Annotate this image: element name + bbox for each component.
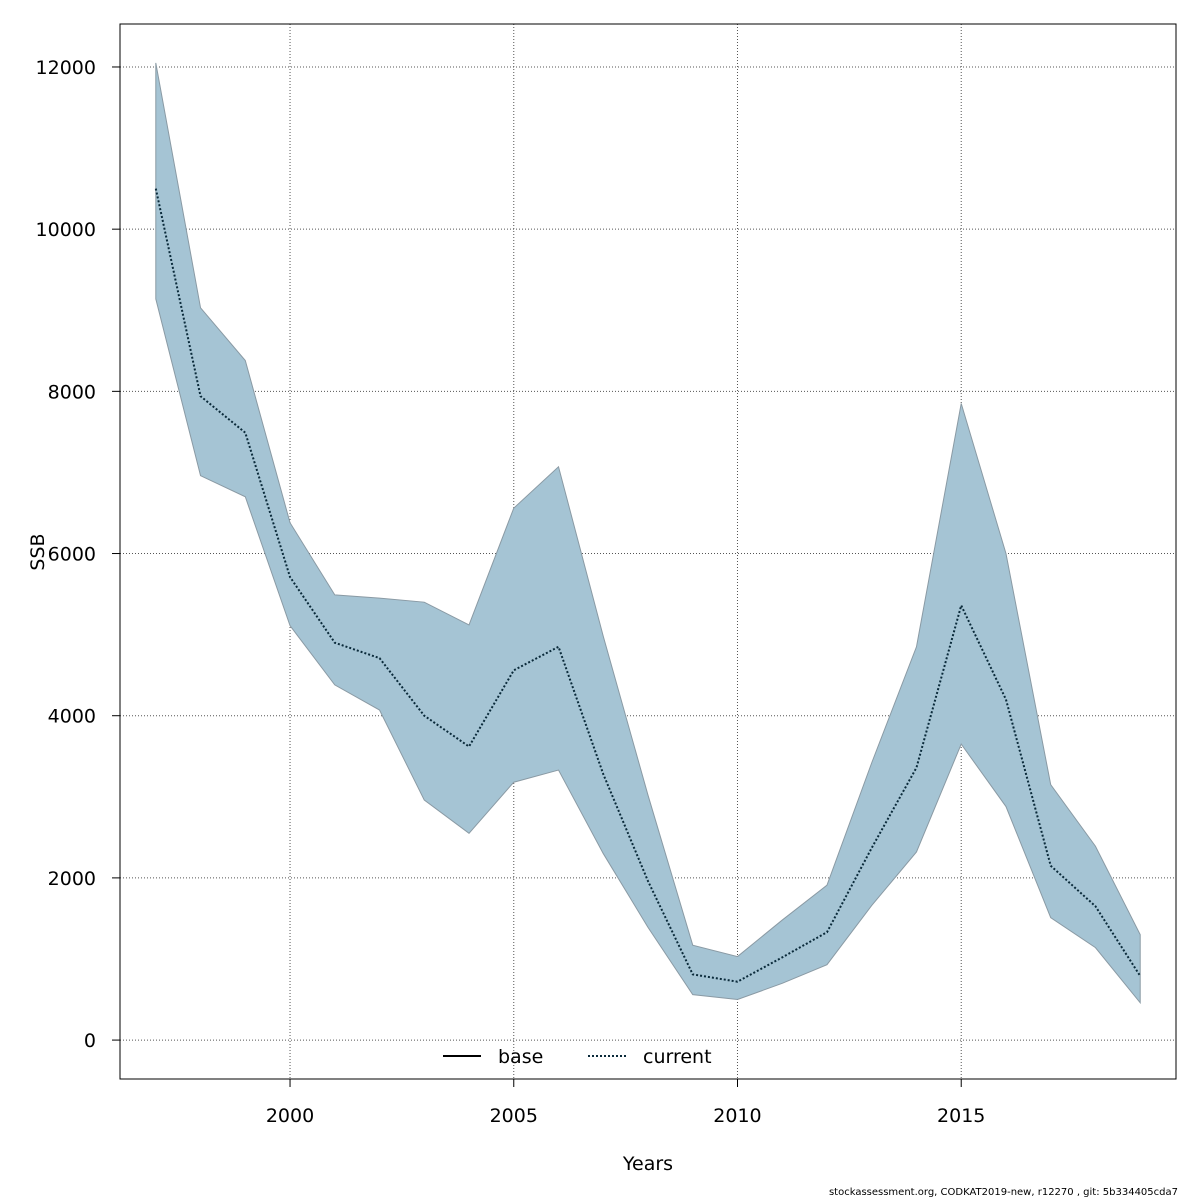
y-tick-label-4000: 4000 (48, 706, 96, 728)
x-axis: 2000 2005 2010 2015 (266, 1079, 985, 1127)
series-line-current (154, 188, 1142, 983)
x-axis-title: Years (622, 1153, 673, 1175)
y-axis-title: SSB (27, 533, 49, 570)
x-tick-label-2000: 2000 (266, 1105, 314, 1127)
y-tick-label-8000: 8000 (48, 381, 96, 403)
y-tick-label-2000: 2000 (48, 868, 96, 890)
x-tick-label-2015: 2015 (937, 1105, 985, 1127)
y-axis: 0 2000 4000 6000 8000 10000 12000 (36, 57, 120, 1052)
legend-base-label: base (498, 1046, 543, 1068)
legend-current-label: current (643, 1046, 712, 1068)
confidence-band (155, 62, 1141, 1005)
legend: base current (443, 1046, 712, 1068)
series-lines (154, 188, 1142, 983)
x-tick-label-2005: 2005 (490, 1105, 538, 1127)
y-tick-label-12000: 12000 (36, 57, 96, 79)
y-tick-label-6000: 6000 (48, 544, 96, 566)
footer-credit: stockassessment.org, CODKAT2019-new, r12… (828, 1187, 1178, 1198)
confidence-band-area (155, 62, 1141, 1005)
y-tick-label-0: 0 (84, 1030, 96, 1052)
y-tick-label-10000: 10000 (36, 219, 96, 241)
x-tick-label-2010: 2010 (713, 1105, 761, 1127)
plot-frame (119, 23, 1177, 1080)
